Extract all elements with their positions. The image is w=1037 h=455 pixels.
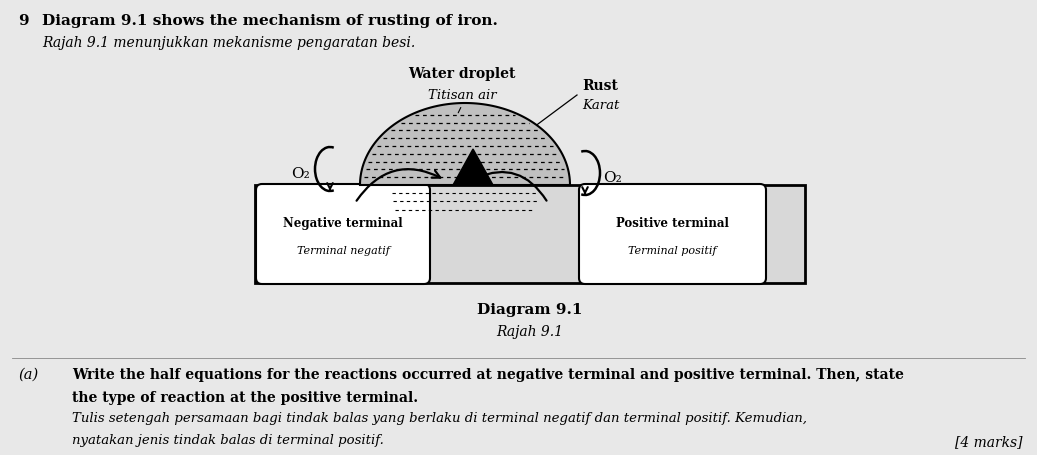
Polygon shape xyxy=(360,104,570,186)
Text: Karat: Karat xyxy=(582,99,619,112)
Text: Terminal positif: Terminal positif xyxy=(628,245,717,255)
Text: 9: 9 xyxy=(18,14,29,28)
Polygon shape xyxy=(453,150,493,186)
Text: Write the half equations for the reactions occurred at negative terminal and pos: Write the half equations for the reactio… xyxy=(72,367,904,381)
Text: (a): (a) xyxy=(18,367,38,381)
Text: Rajah 9.1 menunjukkan mekanisme pengaratan besi.: Rajah 9.1 menunjukkan mekanisme pengarat… xyxy=(43,36,415,50)
FancyBboxPatch shape xyxy=(256,185,430,284)
Text: Rust: Rust xyxy=(582,79,618,93)
Text: Titisan air: Titisan air xyxy=(427,89,497,102)
Text: Tulis setengah persamaan bagi tindak balas yang berlaku di terminal negatif dan : Tulis setengah persamaan bagi tindak bal… xyxy=(72,411,807,424)
Text: O₂: O₂ xyxy=(602,171,621,185)
Text: Rajah 9.1: Rajah 9.1 xyxy=(497,324,563,338)
Text: Positive terminal: Positive terminal xyxy=(616,217,729,230)
Text: Diagram 9.1 shows the mechanism of rusting of iron.: Diagram 9.1 shows the mechanism of rusti… xyxy=(43,14,498,28)
Text: Diagram 9.1: Diagram 9.1 xyxy=(477,302,583,316)
Bar xyxy=(255,186,805,283)
Text: nyatakan jenis tindak balas di terminal positif.: nyatakan jenis tindak balas di terminal … xyxy=(72,433,384,446)
Text: O₂: O₂ xyxy=(290,167,309,181)
Text: [4 marks]: [4 marks] xyxy=(954,434,1022,448)
Text: Negative terminal: Negative terminal xyxy=(283,217,402,230)
FancyBboxPatch shape xyxy=(579,185,766,284)
Text: Terminal negatif: Terminal negatif xyxy=(297,245,390,255)
Text: Water droplet: Water droplet xyxy=(409,67,515,81)
Text: the type of reaction at the positive terminal.: the type of reaction at the positive ter… xyxy=(72,390,418,404)
